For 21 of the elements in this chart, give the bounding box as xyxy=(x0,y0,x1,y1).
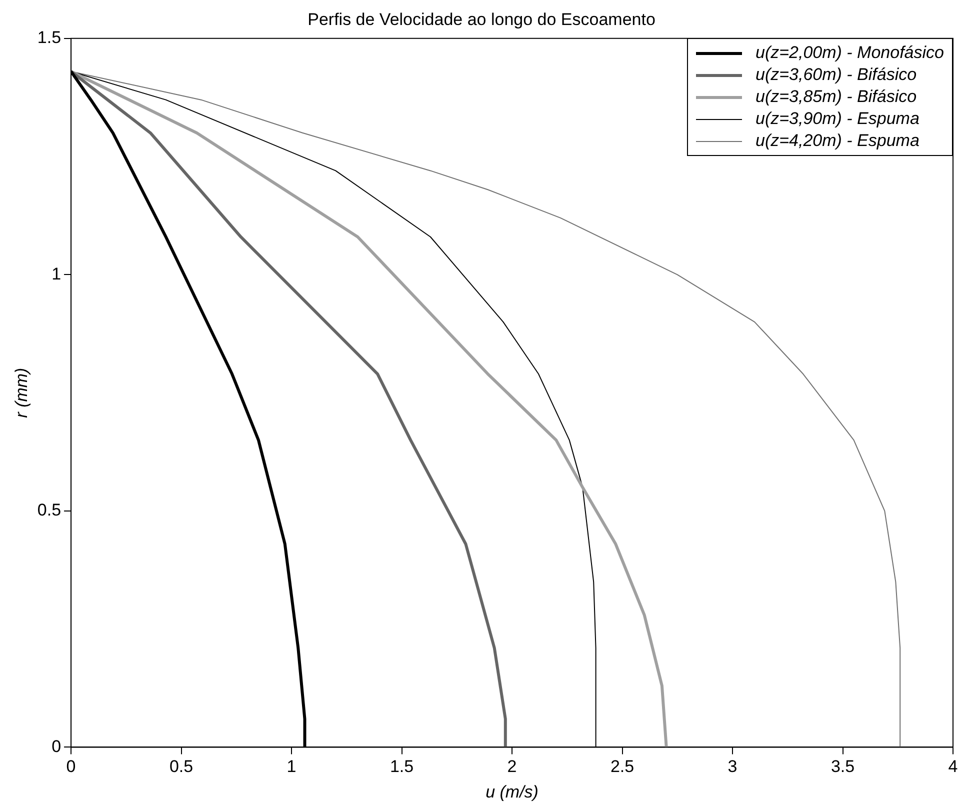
x-tick-label: 0.5 xyxy=(169,757,194,776)
y-tick-label: 1 xyxy=(52,264,62,284)
x-axis-title: u (m/s) xyxy=(486,782,538,802)
y-tick-label: 0 xyxy=(52,736,62,756)
x-tick-label: 3 xyxy=(728,757,738,776)
chart-title: Perfis de Velocidade ao longo do Escoamento xyxy=(308,10,656,29)
legend-label: u(z=4,20m) - Espuma xyxy=(756,131,920,152)
x-tick-label: 2.5 xyxy=(610,757,634,776)
legend-label: u(z=2,00m) - Monofásico xyxy=(756,43,944,64)
legend-label: u(z=3,60m) - Bifásico xyxy=(756,65,917,86)
legend-label: u(z=3,85m) - Bifásico xyxy=(756,87,917,108)
y-tick-label: 0.5 xyxy=(37,500,62,520)
x-tick-label: 3.5 xyxy=(830,757,855,776)
x-tick-label: 1 xyxy=(286,757,296,776)
legend-label: u(z=3,90m) - Espuma xyxy=(756,109,920,130)
x-tick-label: 4 xyxy=(948,757,958,776)
x-tick-label: 1.5 xyxy=(390,757,414,776)
y-axis-title: r (mm) xyxy=(12,368,31,418)
x-tick-label: 0 xyxy=(66,757,76,776)
x-tick-label: 2 xyxy=(507,757,517,776)
y-tick-label: 1.5 xyxy=(37,28,62,48)
